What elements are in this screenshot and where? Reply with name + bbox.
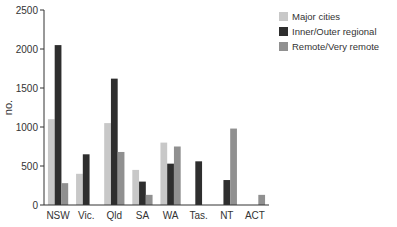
bar [111, 79, 118, 205]
y-tick [40, 88, 44, 89]
legend-label: Remote/Very remote [292, 41, 379, 52]
bar [55, 45, 62, 205]
x-tick-label: NT [220, 210, 233, 221]
bar [230, 129, 237, 205]
legend-label: Inner/Outer regional [292, 26, 377, 37]
legend-swatch [279, 12, 288, 21]
bar [174, 147, 181, 206]
bar [118, 152, 125, 205]
y-tick-label: 0 [32, 200, 38, 211]
legend-swatch [279, 27, 288, 36]
legend-label: Major cities [292, 11, 340, 22]
bar [104, 123, 111, 205]
bar [223, 180, 230, 205]
bar [61, 183, 68, 205]
chart: 0 500 1000 1500 2000 2500 no. NSW Vic. Qld SA WA Tas… [0, 0, 397, 227]
bar [146, 195, 153, 205]
y-tick-label: 2500 [16, 5, 39, 16]
y-tick [40, 205, 44, 206]
bars [48, 45, 265, 205]
legend-swatch [279, 42, 288, 51]
x-tick-label: NSW [46, 210, 70, 221]
x-tick-label: SA [136, 210, 150, 221]
y-axis-label: no. [2, 100, 14, 115]
bar [48, 119, 55, 205]
bar [167, 164, 174, 205]
bar [195, 161, 202, 205]
y-tick [40, 166, 44, 167]
y-tick-label: 2000 [16, 44, 39, 55]
y-tick [40, 10, 44, 11]
bar [139, 182, 146, 205]
y-tick [40, 49, 44, 50]
bar [132, 170, 139, 205]
y-axis-line [44, 10, 45, 205]
x-axis-line [44, 205, 269, 206]
bar [258, 195, 265, 205]
x-tick-label: Tas. [190, 210, 208, 221]
bar [76, 174, 83, 205]
bar [83, 154, 90, 205]
x-tick-label: ACT [245, 210, 265, 221]
legend: Major cities Inner/Outer regional Remote/V… [279, 11, 379, 52]
x-tick-label: Qld [107, 210, 123, 221]
y-tick-label: 1000 [16, 122, 39, 133]
y-tick-label: 500 [21, 161, 38, 172]
y-tick [40, 127, 44, 128]
bar [160, 143, 167, 205]
y-tick-label: 1500 [16, 83, 39, 94]
x-tick-label: WA [163, 210, 179, 221]
x-tick-label: Vic. [78, 210, 95, 221]
